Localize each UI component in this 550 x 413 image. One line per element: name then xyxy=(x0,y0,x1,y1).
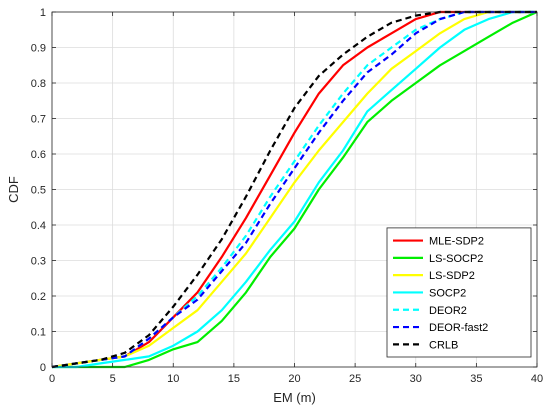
y-tick-label: 0.4 xyxy=(31,220,46,232)
x-axis-label: EM (m) xyxy=(273,390,316,405)
series-line-ls-sdp2 xyxy=(51,10,537,369)
x-tick-label: 10 xyxy=(167,373,179,385)
x-tick-label: 35 xyxy=(470,373,482,385)
legend-label: DEOR-fast2 xyxy=(429,322,488,334)
legend-label: MLE-SDP2 xyxy=(429,236,484,248)
x-tick-label: 30 xyxy=(410,373,422,385)
y-tick-label: 0.3 xyxy=(31,256,46,268)
y-tick-label: 0.7 xyxy=(31,114,46,126)
legend-label: SOCP2 xyxy=(429,287,466,299)
series-line-socp2 xyxy=(52,10,537,369)
legend: MLE-SDP2 LS-SOCP2 LS-SDP2 SOCP2 DEOR2 DEOR-fa… xyxy=(386,227,532,358)
x-tick-label: 20 xyxy=(288,373,300,385)
x-tick-label: 25 xyxy=(349,373,361,385)
legend-label: LS-SDP2 xyxy=(429,270,475,282)
x-tick-label: 40 xyxy=(531,373,543,385)
axis-ticks: 0 5 10 15 20 25 30 35 40 0 0.1 0.2 0.3 0.4 0.5 0.6 0.7 0.… xyxy=(31,7,543,385)
series-lines xyxy=(51,10,538,369)
series-line-ls-socp2 xyxy=(52,10,538,369)
y-tick-label: 1 xyxy=(40,7,46,19)
legend-label: LS-SOCP2 xyxy=(429,253,483,265)
x-tick-label: 0 xyxy=(49,373,55,385)
y-tick-label: 0.5 xyxy=(31,185,46,197)
y-tick-label: 0.8 xyxy=(31,78,46,90)
x-tick-label: 15 xyxy=(228,373,240,385)
x-tick-label: 5 xyxy=(110,373,116,385)
legend-label: DEOR2 xyxy=(429,305,467,317)
y-tick-label: 0.1 xyxy=(31,327,46,339)
y-tick-label: 0 xyxy=(40,362,46,374)
series-line-deor-fast2 xyxy=(51,10,537,369)
y-tick-label: 0.9 xyxy=(31,43,46,55)
legend-label: CRLB xyxy=(429,339,458,351)
y-tick-label: 0.6 xyxy=(31,149,46,161)
y-axis-label: CDF xyxy=(6,176,21,203)
y-tick-label: 0.2 xyxy=(31,291,46,303)
